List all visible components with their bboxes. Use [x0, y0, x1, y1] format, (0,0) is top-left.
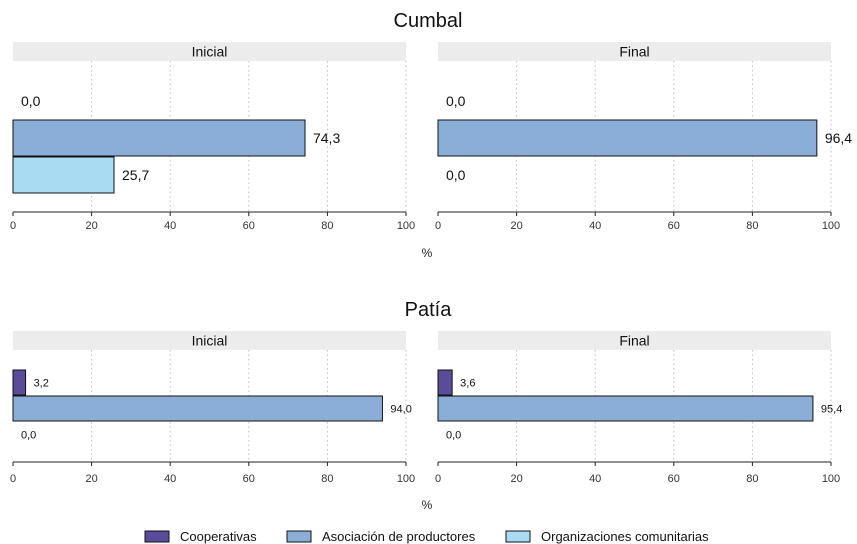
data-label: 0,0 — [446, 167, 466, 183]
group-title: Cumbal — [394, 10, 463, 32]
data-label: 25,7 — [122, 167, 149, 183]
legend-swatch — [144, 530, 170, 543]
panel-strip — [13, 331, 406, 350]
x-tick-label: 20 — [510, 220, 522, 232]
data-label: 0,0 — [446, 430, 461, 442]
x-tick-label: 0 — [435, 220, 441, 232]
x-tick-label: 80 — [321, 473, 333, 485]
x-tick-label: 100 — [822, 473, 840, 485]
x-tick-label: 100 — [822, 220, 840, 232]
panel-strip — [438, 331, 831, 350]
x-tick-label: 100 — [397, 220, 415, 232]
x-tick-label: 0 — [10, 473, 16, 485]
panel-title: Inicial — [192, 44, 228, 60]
legend-label: Organizaciones comunitarias — [541, 529, 709, 544]
data-label: 3,6 — [460, 378, 475, 390]
x-axis-unit: % — [422, 498, 433, 512]
x-tick-label: 80 — [321, 220, 333, 232]
data-label: 94,0 — [390, 404, 411, 416]
x-axis-unit: % — [422, 246, 433, 260]
x-tick-label: 0 — [435, 473, 441, 485]
x-tick-label: 40 — [589, 220, 601, 232]
x-tick-label: 20 — [85, 220, 97, 232]
data-label: 0,0 — [21, 430, 36, 442]
x-tick-label: 20 — [85, 473, 97, 485]
x-tick-label: 40 — [589, 473, 601, 485]
data-label: 96,4 — [825, 130, 852, 146]
x-tick-label: 40 — [164, 473, 176, 485]
x-tick-label: 60 — [243, 473, 255, 485]
legend-label: Asociación de productores — [322, 529, 476, 544]
panel-title: Inicial — [192, 333, 228, 349]
panel-strip — [13, 42, 406, 61]
x-tick-label: 20 — [510, 473, 522, 485]
x-tick-label: 60 — [668, 473, 680, 485]
x-tick-label: 0 — [10, 220, 16, 232]
data-label: 0,0 — [21, 93, 41, 109]
x-tick-label: 60 — [668, 220, 680, 232]
x-tick-label: 60 — [243, 220, 255, 232]
bar-cooperativas — [12, 369, 27, 396]
x-tick-label: 40 — [164, 220, 176, 232]
x-tick-label: 80 — [746, 473, 758, 485]
data-label: 3,2 — [34, 378, 49, 390]
legend-swatch — [505, 530, 531, 543]
data-label: 74,3 — [313, 130, 340, 146]
panel-title: Final — [619, 44, 649, 60]
data-label: 95,4 — [821, 404, 842, 416]
bar-asociaci-n-de-productores — [437, 395, 814, 422]
x-tick-label: 80 — [746, 220, 758, 232]
group-title: Patía — [405, 299, 453, 321]
panel-title: Final — [619, 333, 649, 349]
x-tick-label: 100 — [397, 473, 415, 485]
bar-asociaci-n-de-productores — [12, 119, 306, 157]
legend-swatch — [286, 530, 312, 543]
bar-organizaciones-comunitarias — [12, 156, 115, 194]
bar-asociaci-n-de-productores — [12, 395, 383, 422]
legend-label: Cooperativas — [180, 529, 257, 544]
bar-asociaci-n-de-productores — [437, 119, 818, 157]
data-label: 0,0 — [446, 93, 466, 109]
bar-cooperativas — [437, 369, 453, 396]
panel-strip — [438, 42, 831, 61]
